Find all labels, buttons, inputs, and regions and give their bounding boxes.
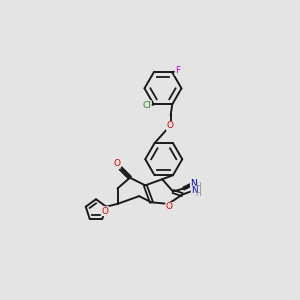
Text: O: O [167, 122, 173, 130]
Text: N: N [191, 186, 198, 195]
Text: F: F [175, 66, 180, 75]
Text: O: O [113, 159, 120, 168]
Text: O: O [166, 202, 173, 211]
Text: Cl: Cl [142, 100, 151, 109]
Text: N: N [190, 178, 197, 188]
Text: O: O [102, 207, 109, 216]
Text: H: H [196, 189, 201, 198]
Text: H: H [195, 182, 200, 191]
